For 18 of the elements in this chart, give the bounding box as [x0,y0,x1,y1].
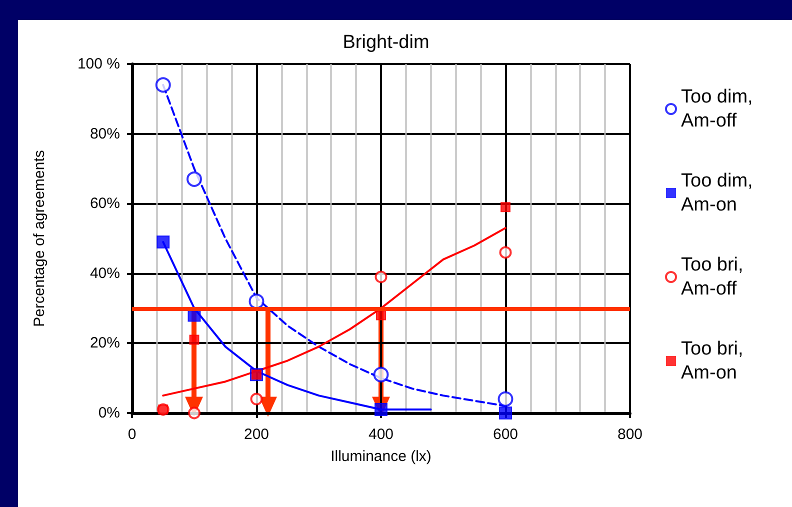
y-tick-label: 40% [90,264,120,282]
x-tick-label: 800 [617,426,643,443]
legend-label: Too dim, Am-on [681,170,758,216]
x-tick-label: 400 [368,426,394,443]
y-tick-label: 0% [98,404,120,422]
y-axis-title: Percentage of agreements [31,150,48,327]
x-tick-label: 0 [128,426,136,443]
y-tick-label: 20% [90,334,120,352]
x-tick-label: 600 [492,426,518,443]
x-axis-title: Illuminance (lx) [330,448,432,465]
legend-label: Too bri, Am-off [681,254,749,300]
y-tick-label: 80% [90,125,120,142]
y-tick-label: 60% [90,195,120,212]
chart-title: Bright-dim [342,32,430,53]
y-tick-label: 100 % [77,56,120,72]
x-tick-label: 200 [244,426,270,443]
legend-label: Too bri, Am-on [681,338,749,384]
legend-label: Too dim, Am-off [681,86,758,132]
